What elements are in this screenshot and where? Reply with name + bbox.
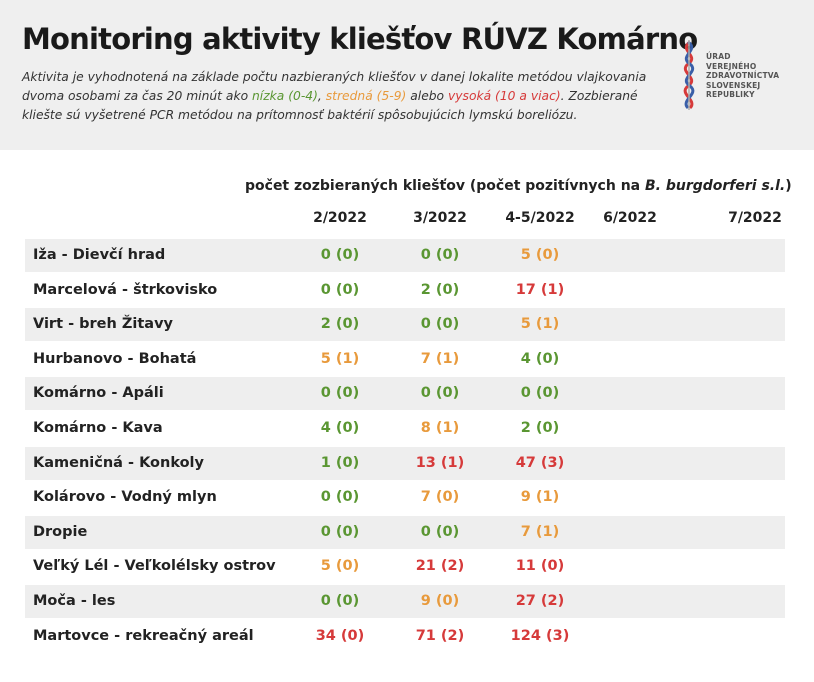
cell: 4 (0) [320,420,360,436]
table-row: Komárno - Apáli 0 (0) 0 (0) 0 (0) [25,377,785,411]
row-name: Marcelová - štrkovisko [33,281,218,298]
cell: 9 (1) [520,489,560,506]
cell: 2 (0) [420,281,460,298]
cell: 0 (0) [420,523,460,540]
cell: 7 (1) [420,350,460,367]
cell: 27 (2) [515,593,565,609]
logo-line: ÚRAD [706,52,731,61]
column-header: 2/2022 [313,210,367,226]
table-row: Kameničná - Konkoly 1 (0) 13 (1) 47 (3) [25,446,785,480]
table-row: Moča - les 0 (0) 9 (0) 27 (2) [25,585,785,618]
table-row: Komárno - Kava 4 (0) 8 (1) 2 (0) [25,412,785,445]
cell: 5 (0) [520,247,560,263]
header-band [0,0,814,150]
logo-line: REPUBLIKY [706,90,755,99]
cell: 71 (2) [415,627,465,644]
logo-text: ÚRAD VEREJNÉHO ZDRAVOTNÍCTVA SLOVENSKEJ REPU… [706,52,779,100]
row-name: Komárno - Apáli [33,385,164,402]
table-row: Hurbanovo - Bohatá 5 (1) 7 (1) 4 (0) [25,343,785,376]
column-header: 3/2022 [413,210,467,226]
cell: 5 (0) [320,558,360,575]
description-part: alebo [406,89,448,103]
subheader-species: B. burgdorferi s.l. [644,178,786,194]
cell: 8 (1) [420,420,460,436]
row-name: Komárno - Kava [33,420,163,436]
cell: 11 (0) [515,558,565,575]
cell: 2 (0) [320,316,360,333]
cell: 0 (0) [320,385,360,402]
cell: 9 (0) [420,593,460,609]
table-row: Iža - Dievčí hrad 0 (0) 0 (0) 5 (0) [25,239,785,272]
cell: 0 (0) [420,385,460,402]
cell: 4 (0) [520,350,560,367]
table-row: Martovce - rekreačný areál 34 (0) 71 (2) 12… [25,620,785,653]
subheader-text: ) [785,178,792,194]
cell: 5 (1) [520,316,560,333]
row-name: Iža - Dievčí hrad [33,247,166,263]
title: Monitoring aktivity kliešťov RÚVZ Komárn… [22,22,698,56]
row-name: Martovce - rekreačný areál [33,627,254,644]
cell: 1 (0) [320,454,360,471]
description-part: Aktivita je vyhodnotená na základe počtu… [22,70,647,103]
cell: 124 (3) [510,627,570,644]
description: Aktivita je vyhodnotená na základe počtu… [22,68,667,125]
cell: 0 (0) [320,523,360,540]
logo-line: SLOVENSKEJ [706,80,761,90]
cell: 0 (0) [420,316,460,333]
description-part: stredná (5-9) [325,89,407,103]
row-name: Kameničná - Konkoly [33,454,204,471]
logo [683,40,695,110]
cell: 0 (0) [520,385,560,402]
column-header: 4-5/2022 [505,210,575,226]
row-name: Hurbanovo - Bohatá [33,350,197,367]
logo-line: VEREJNÉHO [706,61,757,71]
table-row: Veľký Lél - Veľkolélsky ostrov 5 (0) 21 (2… [25,550,785,583]
column-header: 7/2022 [728,210,782,226]
cell: 17 (1) [515,281,565,298]
cell: 7 (1) [520,523,560,540]
cell: 0 (0) [320,593,360,609]
subheader: počet zozbieraných kliešťov (počet pozit… [245,178,792,194]
column-header: 6/2022 [603,210,657,226]
cell: 47 (3) [515,454,565,471]
row-name: Dropie [33,523,88,540]
cell: 13 (1) [415,454,465,471]
cell: 2 (0) [520,420,560,436]
subheader-text: počet zozbieraných kliešťov (počet pozit… [245,178,645,194]
table-row: Virt - breh Žitavy 2 (0) 0 (0) 5 (1) [25,308,785,342]
cell: 0 (0) [320,281,360,298]
row-name: Kolárovo - Vodný mlyn [33,489,217,506]
cell: 0 (0) [320,489,360,506]
cell: 21 (2) [415,558,465,575]
row-name: Moča - les [33,593,116,609]
cell: 34 (0) [315,627,365,644]
cell: 0 (0) [320,247,360,263]
description-part: nízka (0-4) [252,89,318,103]
cell: 0 (0) [420,247,460,263]
description-part: . Zozbierané kliešte sú vyšetrené PCR me… [22,89,638,122]
row-name: Virt - breh Žitavy [33,316,173,333]
cell: 7 (0) [420,489,460,506]
description-part: vysoká (10 a viac) [448,89,561,103]
cell: 5 (1) [320,350,360,367]
table-row: Kolárovo - Vodný mlyn 0 (0) 7 (0) 9 (1) [25,481,785,514]
row-name: Veľký Lél - Veľkolélsky ostrov [33,558,276,575]
table-row: Dropie 0 (0) 0 (0) 7 (1) [25,515,785,549]
logo-line: ZDRAVOTNÍCTVA [706,71,780,80]
table-row: Marcelová - štrkovisko 0 (0) 2 (0) 17 (1) [25,274,785,307]
description-part: , [317,89,326,103]
